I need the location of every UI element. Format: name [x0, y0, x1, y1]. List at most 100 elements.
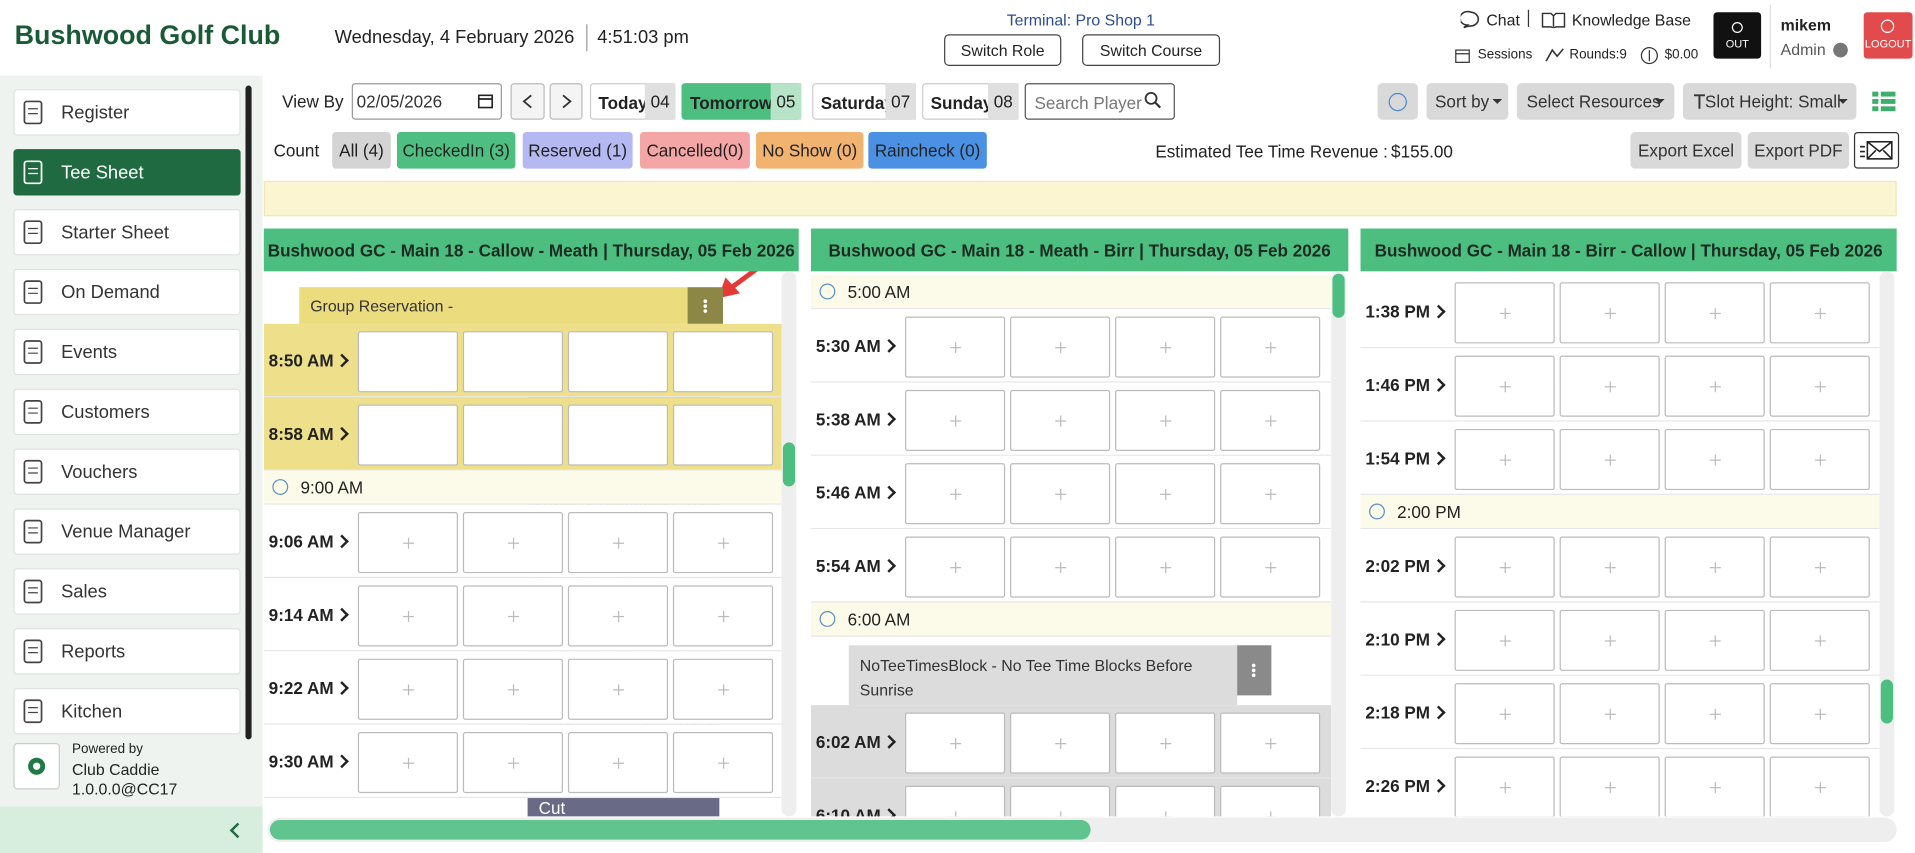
player-slot[interactable] — [1454, 428, 1555, 491]
player-slot[interactable] — [1664, 428, 1765, 491]
scrollbar-thumb[interactable] — [1332, 273, 1345, 318]
clock-out-button[interactable]: OUT — [1713, 12, 1762, 59]
player-slot[interactable] — [1454, 683, 1555, 745]
player-slot[interactable] — [1115, 463, 1216, 525]
player-slot[interactable] — [1010, 463, 1111, 525]
player-slot[interactable] — [357, 404, 458, 466]
player-slot[interactable] — [672, 331, 774, 393]
player-slot[interactable] — [1454, 355, 1555, 417]
player-slot[interactable] — [1010, 389, 1111, 451]
nav-item[interactable]: Venue Manager — [13, 508, 241, 555]
player-slot[interactable] — [567, 658, 669, 720]
player-slot[interactable] — [672, 658, 774, 720]
filter-chip[interactable]: Reserved (1) — [522, 131, 633, 169]
player-slot[interactable] — [1220, 785, 1321, 817]
player-slot[interactable] — [462, 404, 564, 466]
nav-item[interactable]: Events — [13, 328, 241, 376]
date-input[interactable]: 02/05/2026 — [351, 83, 502, 120]
player-slot[interactable] — [1220, 316, 1321, 378]
player-slot[interactable] — [1559, 536, 1660, 598]
player-slot[interactable] — [1769, 683, 1870, 745]
player-slot[interactable] — [1454, 282, 1555, 344]
player-slot[interactable] — [567, 512, 669, 574]
player-slot[interactable] — [567, 331, 669, 393]
player-slot[interactable] — [672, 512, 774, 574]
player-slot[interactable] — [1559, 609, 1660, 671]
player-slot[interactable] — [904, 536, 1006, 598]
prev-button[interactable] — [510, 83, 545, 120]
export-excel-button[interactable]: Export Excel — [1630, 131, 1742, 169]
scrollbar-thumb[interactable] — [269, 820, 1091, 840]
nav-item[interactable]: Tee Sheet — [13, 149, 241, 196]
player-slot[interactable] — [1220, 712, 1321, 774]
filter-chip[interactable]: Cancelled(0) — [639, 131, 750, 169]
filter-chip[interactable]: No Show (0) — [755, 131, 864, 169]
vertical-scrollbar[interactable] — [1331, 271, 1346, 817]
nav-item[interactable]: Customers — [13, 388, 241, 436]
player-slot[interactable] — [1010, 712, 1111, 774]
nav-item[interactable]: Register — [13, 89, 241, 136]
player-slot[interactable] — [1559, 428, 1660, 491]
player-slot[interactable] — [1010, 316, 1111, 378]
player-slot[interactable] — [1769, 756, 1870, 817]
player-slot[interactable] — [1559, 282, 1660, 344]
email-button[interactable] — [1853, 131, 1900, 169]
filter-chip[interactable]: All (4) — [332, 131, 391, 169]
player-slot[interactable] — [1769, 282, 1870, 344]
player-slot[interactable] — [1115, 316, 1216, 378]
player-slot[interactable] — [567, 585, 669, 647]
player-slot[interactable] — [1559, 355, 1660, 417]
player-slot[interactable] — [672, 404, 774, 466]
player-slot[interactable] — [1115, 389, 1216, 451]
block-menu-button[interactable] — [1237, 645, 1272, 696]
nav-item[interactable]: Starter Sheet — [13, 208, 241, 256]
export-pdf-button[interactable]: Export PDF — [1747, 131, 1850, 169]
player-slot[interactable] — [1559, 683, 1660, 745]
player-slot[interactable] — [462, 331, 564, 393]
player-slot[interactable] — [462, 658, 564, 720]
group-menu-button[interactable] — [687, 287, 724, 324]
filter-chip[interactable]: CheckedIn (3) — [396, 131, 516, 169]
player-slot[interactable] — [904, 785, 1006, 817]
player-slot[interactable] — [1664, 683, 1765, 745]
player-slot[interactable] — [904, 389, 1006, 451]
player-slot[interactable] — [1220, 536, 1321, 598]
player-slot[interactable] — [1664, 756, 1765, 817]
player-slot[interactable] — [1559, 756, 1660, 817]
player-slot[interactable] — [1664, 355, 1765, 417]
player-slot[interactable] — [904, 463, 1006, 525]
scrollbar-thumb[interactable] — [782, 442, 796, 487]
player-slot[interactable] — [1220, 463, 1321, 525]
player-slot[interactable] — [1769, 536, 1870, 598]
menu-item[interactable]: Cut — [528, 789, 720, 816]
player-slot[interactable] — [1769, 428, 1870, 491]
player-slot[interactable] — [904, 316, 1006, 378]
filter-chip[interactable]: Raincheck (0) — [868, 131, 987, 169]
next-button[interactable] — [549, 83, 583, 120]
player-slot[interactable] — [462, 512, 564, 574]
grid-view-icon[interactable] — [1870, 88, 1899, 115]
player-slot[interactable] — [1115, 536, 1216, 598]
nav-item[interactable]: On Demand — [13, 268, 241, 316]
player-slot[interactable] — [462, 732, 564, 794]
nav-item[interactable]: Kitchen — [13, 688, 241, 735]
select-resources-button[interactable]: Select Resources — [1516, 83, 1675, 120]
knowledge-base-link[interactable]: Knowledge Base — [1571, 10, 1691, 30]
player-slot[interactable] — [672, 732, 774, 794]
player-slot[interactable] — [462, 585, 564, 647]
vertical-scrollbar[interactable] — [1879, 271, 1895, 817]
player-slot[interactable] — [1769, 609, 1870, 671]
player-slot[interactable] — [1454, 756, 1555, 817]
player-slot[interactable] — [1664, 282, 1765, 344]
player-slot[interactable] — [1220, 389, 1321, 451]
player-slot[interactable] — [1115, 712, 1216, 774]
player-slot[interactable] — [357, 331, 458, 393]
player-slot[interactable] — [1115, 785, 1216, 817]
player-slot[interactable] — [567, 732, 669, 794]
player-slot[interactable] — [567, 404, 669, 466]
sessions[interactable]: Sessions — [1477, 47, 1533, 63]
player-slot[interactable] — [1010, 536, 1111, 598]
player-slot[interactable] — [357, 658, 458, 720]
player-slot[interactable] — [1010, 785, 1111, 817]
nav-item[interactable]: Sales — [13, 568, 241, 615]
